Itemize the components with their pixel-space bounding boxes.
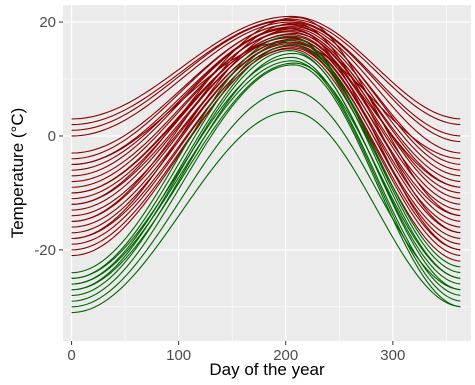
x-axis: 0 100 200 300	[67, 341, 405, 364]
series-line	[71, 34, 461, 205]
x-tick-label: 100	[166, 347, 191, 364]
series-line	[71, 110, 461, 314]
series-line	[71, 56, 461, 296]
series-line	[71, 52, 461, 296]
series-line	[71, 39, 461, 279]
series-line	[71, 35, 461, 274]
series-line	[71, 22, 461, 234]
series-line	[71, 28, 461, 183]
y-tick-label: 20	[39, 14, 56, 31]
series-line	[71, 89, 461, 308]
x-tick-label: 0	[67, 347, 75, 364]
x-tick-label: 300	[380, 347, 405, 364]
series-line	[71, 15, 461, 120]
series-line	[71, 64, 461, 308]
plot-panel	[63, 5, 471, 341]
y-axis-title: Temperature (°C)	[8, 108, 27, 239]
x-tick-label: 200	[273, 347, 298, 364]
series-line	[71, 39, 461, 228]
series-layer	[71, 15, 461, 314]
series-line	[71, 43, 461, 239]
series-line	[71, 27, 461, 177]
x-axis-title: Day of the year	[209, 360, 325, 379]
series-line	[71, 50, 461, 291]
series-line	[71, 60, 461, 302]
series-line	[71, 16, 461, 217]
series-line	[71, 19, 461, 137]
series-line	[71, 28, 461, 251]
series-line	[71, 62, 461, 291]
series-line	[71, 18, 461, 126]
series-line	[71, 41, 461, 166]
y-tick-label: 0	[48, 128, 56, 145]
series-line	[71, 24, 461, 165]
series-line	[71, 44, 461, 285]
y-tick-label: -20	[34, 242, 56, 259]
series-line	[71, 37, 461, 194]
y-axis: -20 0 20	[34, 14, 63, 259]
series-line	[71, 45, 461, 251]
